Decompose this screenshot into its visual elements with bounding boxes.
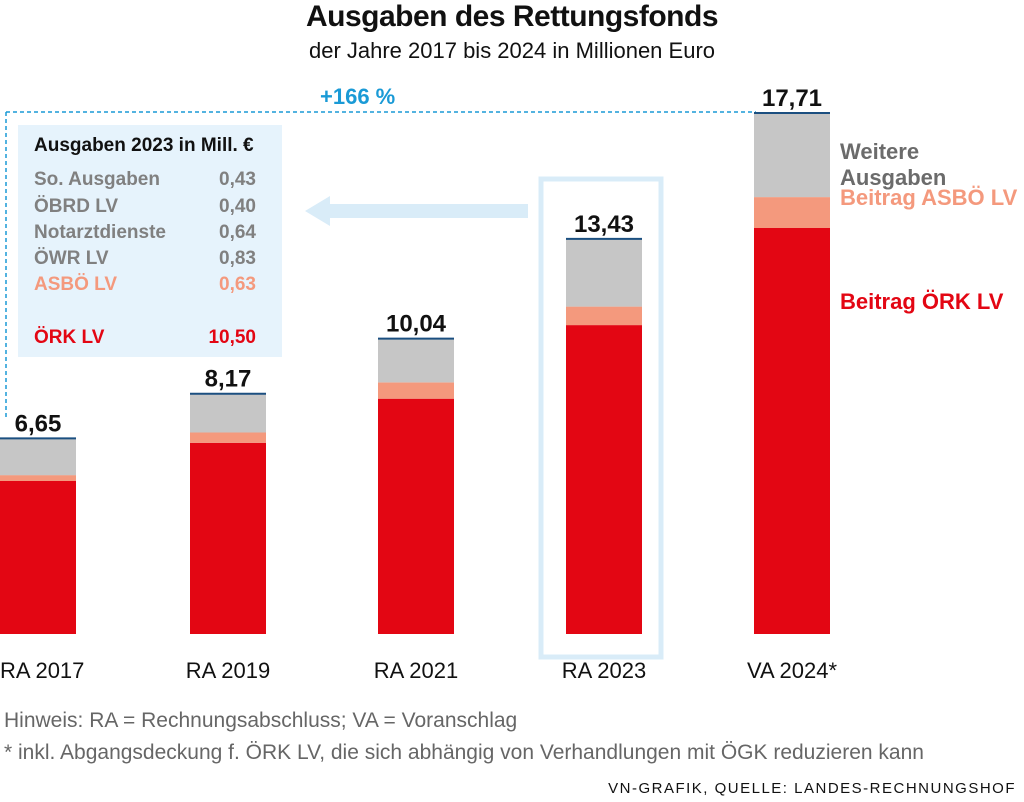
- arrow-icon: [305, 196, 528, 226]
- bar-segment-weitere: [0, 438, 76, 476]
- bar-total-label: 10,04: [386, 311, 447, 338]
- table-row-label: ASBÖ LV: [34, 274, 118, 295]
- table-row-value: 0,43: [219, 169, 256, 190]
- table-row-value: 0,40: [219, 196, 256, 217]
- bar-segment-asboe: [0, 475, 76, 481]
- legend-asboe: Beitrag ASBÖ LV: [840, 185, 1018, 210]
- bar-total-label: 8,17: [205, 366, 252, 393]
- table-row-label: ÖWR LV: [34, 248, 109, 269]
- note-hint: Hinweis: RA = Rechnungsabschluss; VA = V…: [4, 709, 518, 732]
- chart-subtitle: der Jahre 2017 bis 2024 in Millionen Eur…: [308, 38, 716, 63]
- source-credit: VN-GRAFIK, QUELLE: LANDES-RECHNUNGSHOF: [608, 780, 1016, 797]
- bar-segment-asboe: [378, 382, 454, 399]
- table-title: Ausgaben 2023 in Mill. €: [34, 135, 254, 156]
- table-row-label: So. Ausgaben: [34, 169, 160, 190]
- bar-total-label: 17,71: [762, 85, 822, 112]
- bar-segment-asboe: [566, 306, 642, 326]
- table-panel: Ausgaben 2023 in Mill. € So. Ausgaben 0,…: [18, 125, 282, 357]
- category-label: RA 2017: [0, 658, 84, 683]
- chart-title: Ausgaben des Rettungsfonds: [305, 0, 719, 33]
- category-label: RA 2023: [562, 658, 646, 683]
- bar-segment-oerk: [190, 442, 266, 634]
- bar-segment-weitere: [754, 113, 830, 198]
- category-label: RA 2021: [374, 658, 458, 683]
- table-row-label: ÖBRD LV: [34, 196, 119, 217]
- bar-segment-oerk: [378, 398, 454, 634]
- legend-weitere: Weitere Ausgaben: [840, 139, 947, 190]
- growth-label: +166 %: [320, 84, 395, 109]
- table-row-value: 0,63: [219, 274, 256, 295]
- category-label: VA 2024*: [747, 658, 838, 683]
- table-row-value: 0,64: [219, 222, 256, 243]
- bar-segment-oerk: [566, 325, 642, 634]
- bar-total-label: 6,65: [15, 410, 62, 437]
- bar-segment-asboe: [754, 197, 830, 228]
- note-footnote: * inkl. Abgangsdeckung f. ÖRK LV, die si…: [4, 741, 924, 764]
- category-label: RA 2019: [186, 658, 270, 683]
- legend-oerk: Beitrag ÖRK LV: [840, 289, 1004, 314]
- bar-segment-asboe: [190, 432, 266, 443]
- bar-total-label: 13,43: [574, 211, 634, 238]
- table-row-label: ÖRK LV: [34, 327, 105, 348]
- bar-segment-weitere: [378, 338, 454, 383]
- bar-segment-weitere: [566, 238, 642, 307]
- bars-group: 6,65 RA 2017 8,17 RA 2019 10,04 RA 2021 13,43 R…: [0, 85, 837, 683]
- bar-segment-oerk: [0, 481, 76, 634]
- bar-segment-weitere: [190, 393, 266, 433]
- table-row-label: Notarztdienste: [34, 222, 166, 243]
- table-row-value: 0,83: [219, 248, 256, 269]
- bar-segment-oerk: [754, 228, 830, 634]
- highlight-frame: [538, 176, 664, 660]
- table-row-value: 10,50: [208, 327, 256, 348]
